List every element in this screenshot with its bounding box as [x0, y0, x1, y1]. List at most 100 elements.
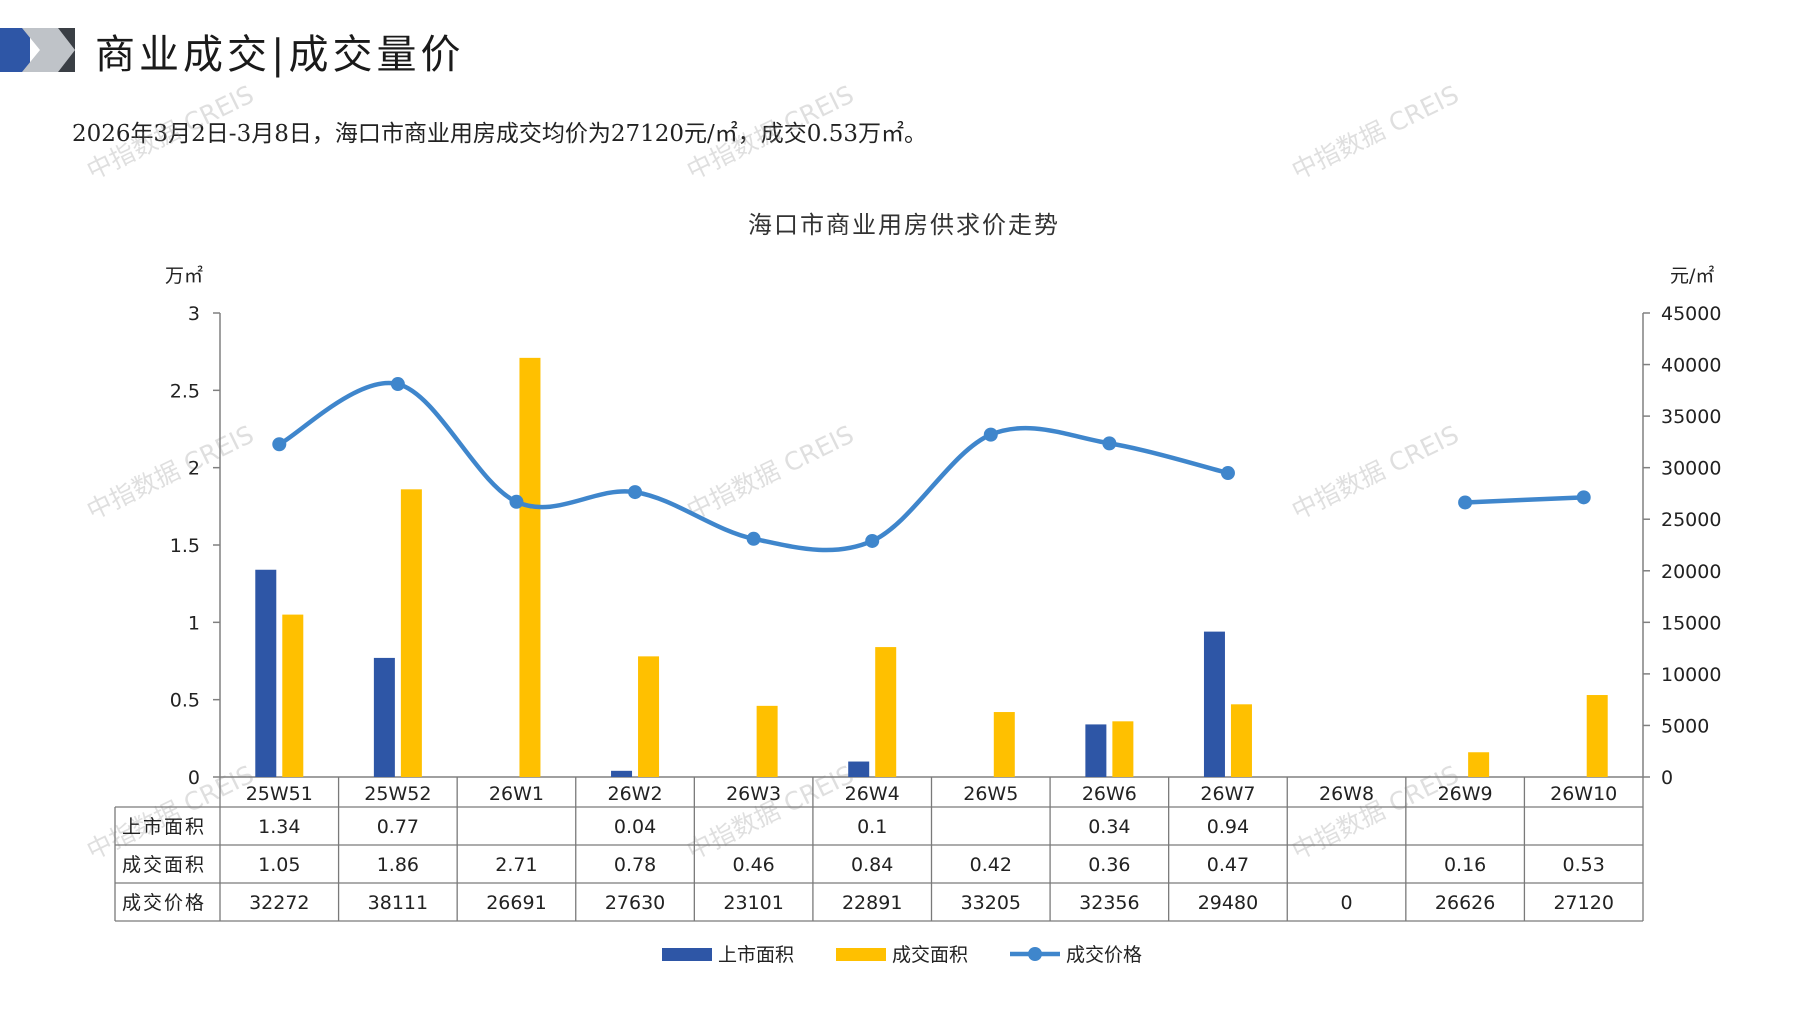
legend-label-supply: 上市面积: [718, 944, 794, 966]
bar-supply-area: [255, 569, 277, 777]
table-cell: 33205: [961, 892, 1021, 914]
price-point: [1458, 495, 1473, 510]
y-right-tick-label: 0: [1661, 767, 1673, 789]
price-point: [983, 427, 998, 442]
x-tick-label: 26W4: [845, 783, 900, 805]
y-right-tick-label: 15000: [1661, 612, 1721, 634]
header-band-gray: [22, 28, 75, 72]
y-right-tick-label: 35000: [1661, 406, 1721, 428]
x-tick-label: 26W8: [1319, 783, 1374, 805]
table-cell: 0.78: [614, 854, 656, 876]
y-left-tick-label: 0.5: [170, 690, 200, 712]
price-point: [1102, 436, 1117, 451]
bar-deal-area: [400, 489, 422, 777]
price-point: [390, 377, 405, 392]
bar-supply-area: [848, 761, 870, 777]
summary-text: 2026年3月2日-3月8日，海口市商业用房成交均价为27120元/㎡，成交0.…: [72, 121, 927, 147]
x-tick-label: 26W2: [608, 783, 663, 805]
table-row-label: 上市面积: [122, 816, 206, 838]
table-cell: 27120: [1553, 892, 1613, 914]
table-cell: 2.71: [495, 854, 537, 876]
header-band-blue: [0, 28, 30, 72]
table-cell: 0.34: [1088, 816, 1130, 838]
legend-swatch-supply: [662, 948, 712, 961]
bar-deal-area: [519, 357, 541, 777]
table-cell: 27630: [605, 892, 665, 914]
y-left-axis-label: 万㎡: [165, 264, 203, 287]
x-tick-label: 26W7: [1200, 783, 1255, 805]
table-cell: 29480: [1198, 892, 1258, 914]
x-tick-label: 26W3: [726, 783, 781, 805]
legend-label-price: 成交价格: [1066, 944, 1142, 966]
table-cell: 0.77: [377, 816, 419, 838]
bar-deal-area: [1468, 752, 1490, 777]
table-cell: 0.42: [970, 854, 1012, 876]
y-right-tick-label: 40000: [1661, 355, 1721, 377]
bar-deal-area: [875, 647, 897, 777]
bar-deal-area: [638, 656, 660, 777]
legend-swatch-deal: [836, 948, 886, 961]
x-tick-label: 26W6: [1082, 783, 1137, 805]
table-cell: 0.53: [1563, 854, 1605, 876]
table-cell: 0: [1340, 892, 1352, 914]
legend-marker-price: [1028, 947, 1042, 961]
y-right-tick-label: 10000: [1661, 664, 1721, 686]
x-tick-label: 26W5: [963, 783, 1018, 805]
table-cell: 0.36: [1088, 854, 1130, 876]
table-cell: 26691: [486, 892, 546, 914]
y-right-tick-label: 45000: [1661, 303, 1721, 325]
y-left-tick-label: 0: [188, 767, 200, 789]
table-cell: 0.1: [857, 816, 887, 838]
bar-deal-area: [1586, 695, 1608, 777]
bar-supply-area: [373, 657, 395, 777]
table-cell: 1.86: [377, 854, 419, 876]
bar-deal-area: [1112, 721, 1134, 777]
table-row-label: 成交面积: [122, 854, 206, 876]
y-right-axis-label: 元/㎡: [1670, 264, 1714, 287]
legend-label-deal: 成交面积: [892, 944, 968, 966]
bar-supply-area: [1203, 631, 1225, 777]
table-cell: 0.47: [1207, 854, 1249, 876]
page-title: 商业成交|成交量价: [95, 32, 465, 78]
bar-supply-area: [611, 770, 633, 777]
header-decoration: [0, 28, 75, 72]
table-cell: 22891: [842, 892, 902, 914]
table-cell: 32356: [1079, 892, 1139, 914]
table-cell: 26626: [1435, 892, 1495, 914]
table-cell: 38111: [368, 892, 428, 914]
table-row-label: 成交价格: [122, 892, 206, 914]
chart-title: 海口市商业用房供求价走势: [748, 211, 1060, 239]
y-left-tick-label: 2.5: [170, 380, 200, 402]
y-right-tick-label: 25000: [1661, 509, 1721, 531]
price-line: [272, 377, 1591, 553]
x-tick-label: 26W10: [1550, 783, 1617, 805]
bar-supply-area: [1085, 724, 1107, 777]
price-point: [865, 533, 880, 548]
bar-deal-area: [1230, 704, 1252, 777]
price-point: [746, 531, 761, 546]
table-cell: 1.05: [258, 854, 300, 876]
legend: 上市面积 成交面积 成交价格: [662, 944, 1142, 966]
table-cell: 1.34: [258, 816, 300, 838]
y-right-tick-label: 5000: [1661, 715, 1709, 737]
bar-deal-area: [282, 614, 304, 777]
data-table: 25W51 25W52 26W1 26W2 26W3 26W4 26W5 26W6 26W7 26…: [114, 777, 1644, 922]
table-cell: 23101: [723, 892, 783, 914]
y-right-tick-label: 20000: [1661, 561, 1721, 583]
table-cell: 0.94: [1207, 816, 1249, 838]
header-band-dark: [58, 28, 75, 72]
table-cell: 0.46: [732, 854, 774, 876]
price-line-segment: [1462, 495, 1586, 505]
bars: [255, 357, 1608, 777]
x-tick-label: 25W51: [246, 783, 313, 805]
y-left-tick-label: 2: [188, 458, 200, 480]
y-left-tick-label: 1: [188, 612, 200, 634]
price-point: [272, 437, 287, 452]
y-right-tick-label: 30000: [1661, 458, 1721, 480]
price-point: [1220, 466, 1235, 481]
price-point: [509, 494, 524, 509]
bar-deal-area: [993, 712, 1015, 777]
table-cell: 0.16: [1444, 854, 1486, 876]
x-tick-label: 25W52: [364, 783, 431, 805]
